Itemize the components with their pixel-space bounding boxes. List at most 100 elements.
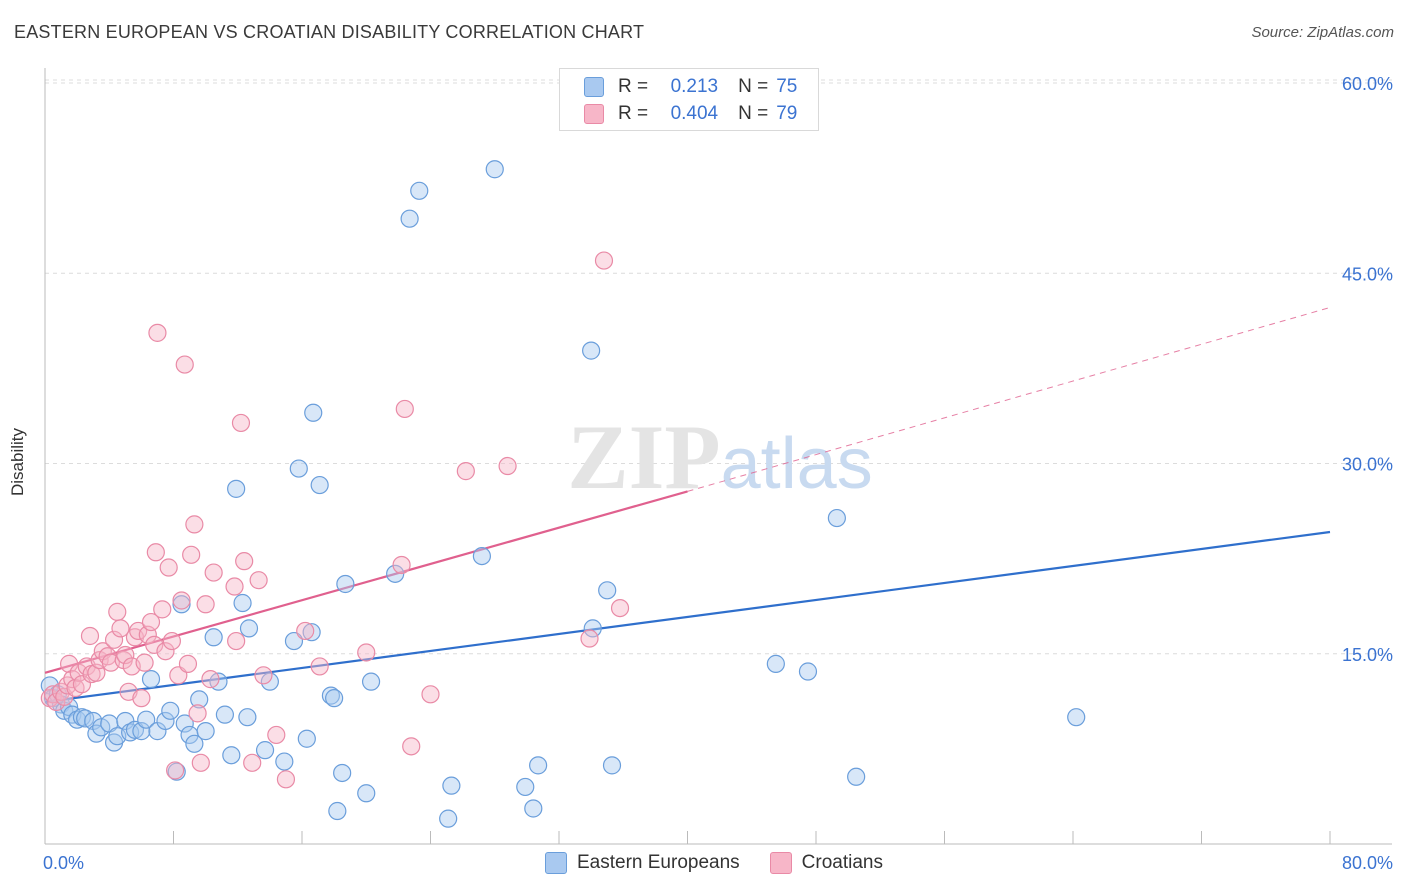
data-point bbox=[395, 399, 414, 419]
data-point bbox=[328, 801, 347, 821]
data-point bbox=[594, 251, 614, 270]
data-point bbox=[204, 628, 223, 647]
data-point bbox=[108, 602, 127, 621]
data-point bbox=[135, 653, 154, 672]
legend-swatch-eastern-europeans bbox=[584, 77, 604, 97]
data-point bbox=[304, 403, 323, 422]
data-point bbox=[255, 741, 275, 760]
data-point bbox=[333, 763, 352, 783]
y-tick-label: 60.0% bbox=[1342, 74, 1393, 94]
data-point bbox=[178, 654, 198, 673]
y-axis-label: Disability bbox=[8, 427, 27, 496]
r-label: R = bbox=[618, 103, 649, 124]
legend-label: Croatians bbox=[801, 852, 883, 873]
legend-item-eastern-europeans[interactable]: Eastern Europeans bbox=[545, 852, 740, 874]
trend-line-eastern-europeans bbox=[44, 530, 1331, 704]
series-legend: Eastern Europeans Croatians bbox=[545, 852, 913, 874]
data-point bbox=[243, 753, 262, 772]
data-point bbox=[227, 479, 246, 498]
x-tick-label: 0.0% bbox=[43, 853, 84, 873]
r-value: 0.404 bbox=[670, 103, 719, 124]
data-point bbox=[196, 595, 215, 614]
data-point bbox=[580, 629, 599, 648]
tick-labels: 15.0% 30.0% 45.0% 60.0% 0.0% 80.0% bbox=[43, 74, 1393, 873]
data-point bbox=[104, 630, 124, 649]
data-point bbox=[442, 776, 461, 795]
stats-row-croatians: R = 0.404 N = 79 bbox=[584, 101, 797, 127]
data-point bbox=[357, 784, 376, 803]
data-point bbox=[602, 756, 622, 775]
legend-swatch-croatians bbox=[769, 852, 792, 874]
data-point bbox=[357, 643, 376, 662]
data-point bbox=[116, 645, 135, 665]
n-value: 79 bbox=[776, 103, 798, 124]
watermark: ZIPatlas bbox=[567, 406, 872, 508]
y-tick-label: 45.0% bbox=[1342, 264, 1393, 284]
series-eastern-europeans bbox=[40, 160, 1086, 828]
data-point bbox=[583, 619, 602, 638]
data-point bbox=[137, 710, 156, 729]
data-point bbox=[421, 685, 440, 704]
data-point bbox=[172, 595, 191, 614]
stats-row-eastern-europeans: R = 0.213 N = 75 bbox=[584, 74, 797, 100]
data-point bbox=[132, 689, 151, 708]
data-point bbox=[498, 456, 517, 476]
n-label: N = bbox=[738, 103, 769, 124]
data-point bbox=[598, 581, 617, 600]
data-point bbox=[238, 708, 257, 727]
r-value: 0.213 bbox=[670, 76, 719, 97]
data-point bbox=[185, 515, 204, 534]
data-point bbox=[80, 626, 100, 646]
data-point bbox=[196, 722, 215, 741]
source-label: Source: ZipAtlas.com bbox=[1251, 24, 1394, 41]
data-point bbox=[267, 725, 286, 745]
data-point bbox=[529, 756, 548, 775]
data-point bbox=[225, 577, 244, 596]
data-point bbox=[185, 734, 204, 753]
legend-swatch-croatians bbox=[584, 104, 604, 124]
data-point bbox=[302, 623, 321, 642]
data-points bbox=[40, 160, 1086, 828]
data-point bbox=[161, 701, 180, 720]
data-point bbox=[156, 642, 175, 661]
trend-line-extension bbox=[687, 307, 1331, 492]
data-point bbox=[222, 746, 241, 765]
data-point bbox=[485, 160, 504, 179]
data-point bbox=[191, 753, 210, 772]
data-point bbox=[201, 670, 220, 689]
data-point bbox=[516, 777, 535, 797]
legend-item-croatians[interactable]: Croatians bbox=[769, 852, 883, 874]
data-point bbox=[190, 690, 209, 709]
data-point bbox=[456, 462, 475, 481]
data-point bbox=[233, 593, 252, 613]
data-point bbox=[386, 564, 405, 583]
data-point bbox=[175, 714, 194, 733]
data-point bbox=[172, 591, 191, 610]
data-point bbox=[439, 809, 458, 828]
data-point bbox=[166, 761, 185, 780]
data-point bbox=[153, 600, 172, 619]
data-point bbox=[410, 181, 429, 200]
data-point bbox=[188, 704, 207, 723]
y-tick-label: 30.0% bbox=[1342, 455, 1393, 475]
data-point bbox=[204, 563, 223, 582]
data-point bbox=[249, 571, 268, 590]
data-point bbox=[156, 711, 175, 731]
series-croatians bbox=[40, 251, 630, 789]
data-point bbox=[227, 631, 246, 651]
legend-label: Eastern Europeans bbox=[577, 852, 740, 873]
stats-legend: R = 0.213 N = 75 R = 0.404 N = 79 bbox=[559, 68, 819, 131]
data-point bbox=[310, 657, 329, 676]
n-label: N = bbox=[738, 76, 769, 97]
data-point bbox=[766, 654, 785, 673]
data-point bbox=[141, 670, 161, 689]
data-point bbox=[392, 555, 411, 575]
data-point bbox=[284, 631, 304, 651]
data-point bbox=[275, 752, 294, 771]
data-point bbox=[610, 598, 630, 618]
data-point bbox=[325, 689, 344, 708]
data-point bbox=[524, 799, 543, 818]
data-point bbox=[231, 413, 251, 433]
data-point bbox=[582, 341, 601, 360]
